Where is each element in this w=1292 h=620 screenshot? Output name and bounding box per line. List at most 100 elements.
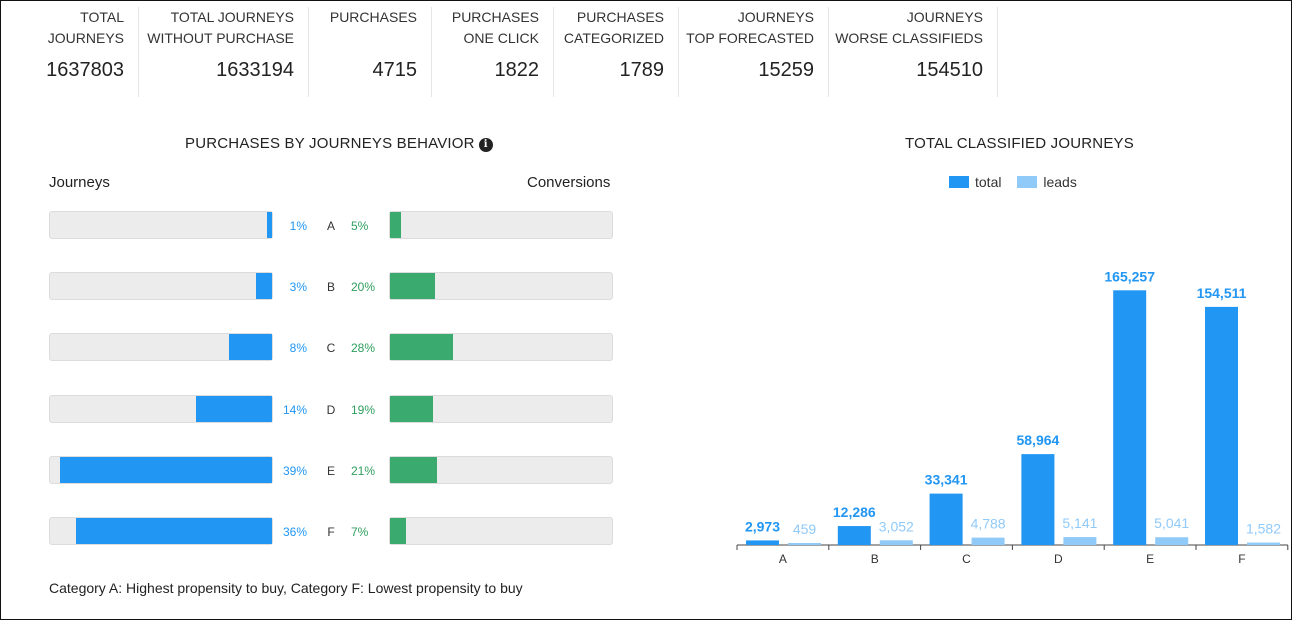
- bar-leads[interactable]: [879, 540, 913, 545]
- journeys-bar-fill: [76, 518, 272, 544]
- journeys-bar-track: [49, 517, 273, 545]
- legend-item-leads[interactable]: leads: [1017, 174, 1077, 190]
- data-label-total: 12,286: [833, 504, 876, 520]
- data-label-total: 154,511: [1197, 285, 1247, 301]
- kpi-label: PURCHASES ONE CLICK: [451, 9, 539, 46]
- behavior-title-text: PURCHASES BY JOURNEYS BEHAVIOR: [185, 135, 475, 152]
- conversions-column-header: Conversions: [527, 174, 611, 191]
- journeys-bar-fill: [266, 212, 272, 238]
- conversions-bar-track: [389, 272, 613, 301]
- conversions-bar-track: [389, 517, 613, 545]
- category-label: C: [326, 341, 336, 356]
- data-label-total: 2,973: [745, 518, 780, 534]
- journeys-bar-fill: [255, 273, 272, 300]
- data-label-total: 165,257: [1104, 268, 1155, 284]
- conversions-bar-fill: [390, 395, 433, 422]
- legend-label-total: total: [975, 174, 1002, 190]
- conversions-bar-track: [389, 455, 613, 484]
- kpi-value: 154510: [916, 59, 983, 81]
- legend-label-leads: leads: [1043, 174, 1077, 190]
- journeys-percent: 3%: [289, 280, 307, 295]
- data-label-leads: 459: [793, 521, 817, 537]
- data-label-leads: 5,141: [1062, 515, 1097, 531]
- journeys-bar-track: [49, 394, 273, 423]
- kpi-label: TOTAL JOURNEYS: [47, 9, 124, 46]
- journeys-bar-fill: [195, 395, 272, 422]
- kpi-value: 4715: [372, 59, 418, 81]
- conversions-bar-fill: [390, 456, 438, 483]
- bar-leads[interactable]: [971, 537, 1005, 545]
- chart-legend: total leads: [949, 174, 1077, 190]
- data-label-leads: 5,041: [1154, 515, 1189, 531]
- journeys-percent: 14%: [282, 402, 307, 417]
- journeys-bar-track: [49, 455, 273, 484]
- bar-leads[interactable]: [1247, 542, 1280, 545]
- kpi-card: PURCHASES ONE CLICK 1822: [432, 7, 554, 97]
- conversions-percent: 28%: [351, 341, 376, 356]
- conversions-percent: 7%: [351, 525, 369, 539]
- kpi-label: PURCHASES: [329, 9, 417, 25]
- conversions-percent: 20%: [351, 280, 376, 295]
- journeys-column-header: Journeys: [49, 174, 110, 191]
- conversions-bar-fill: [390, 334, 453, 361]
- kpi-card: PURCHASES CATEGORIZED 1789: [554, 7, 679, 97]
- conversions-bar-track: [389, 211, 613, 239]
- data-label-leads: 4,788: [971, 516, 1006, 532]
- bar-leads[interactable]: [788, 543, 821, 545]
- x-tick-label: A: [779, 552, 787, 566]
- kpi-label: JOURNEYS TOP FORECASTED: [686, 9, 814, 46]
- bar-total[interactable]: [929, 493, 963, 545]
- kpi-label: PURCHASES CATEGORIZED: [563, 9, 664, 46]
- bar-total[interactable]: [1205, 306, 1238, 545]
- kpi-label: JOURNEYS WORSE CLASSIFIEDS: [835, 9, 983, 46]
- journeys-percent: 8%: [289, 341, 307, 356]
- conversions-percent: 19%: [351, 402, 376, 417]
- conversions-percent: 5%: [351, 219, 369, 233]
- journeys-bar-fill: [59, 456, 272, 483]
- data-label-leads: 1,582: [1246, 521, 1281, 537]
- info-icon[interactable]: i: [478, 138, 493, 152]
- behavior-panel-title: PURCHASES BY JOURNEYS BEHAVIOR i: [185, 135, 493, 152]
- category-label: B: [326, 280, 335, 295]
- bar-total[interactable]: [746, 540, 779, 545]
- journeys-bar-track: [49, 272, 273, 301]
- data-label-total: 58,964: [1016, 432, 1059, 448]
- bar-total[interactable]: [1113, 290, 1147, 545]
- kpi-value: 1637803: [46, 59, 124, 81]
- kpi-value: 15259: [758, 59, 814, 81]
- bar-leads[interactable]: [1155, 537, 1189, 545]
- conversions-bar-fill: [390, 212, 402, 238]
- kpi-card: PURCHASES 4715: [309, 7, 432, 97]
- category-label: E: [326, 463, 335, 478]
- conversions-bar-fill: [390, 273, 435, 300]
- bar-leads[interactable]: [1063, 537, 1097, 545]
- data-label-leads: 3,052: [879, 518, 914, 534]
- journeys-bar-track: [49, 211, 273, 239]
- chart-title: TOTAL CLASSIFIED JOURNEYS: [905, 135, 1134, 152]
- kpi-value: 1633194: [216, 59, 294, 81]
- bar-total[interactable]: [1021, 454, 1055, 545]
- x-tick-label: B: [871, 552, 879, 566]
- legend-swatch-total: [949, 176, 969, 188]
- x-tick-label: E: [1146, 552, 1154, 566]
- journeys-bar-fill: [228, 334, 272, 361]
- kpi-card: JOURNEYS TOP FORECASTED 15259: [679, 7, 829, 97]
- category-label: D: [326, 402, 336, 417]
- data-label-total: 33,341: [925, 472, 968, 488]
- conversions-bar-track: [389, 333, 613, 362]
- kpi-card: JOURNEYS WORSE CLASSIFIEDS 154510: [829, 7, 998, 97]
- x-tick-label: D: [1054, 552, 1063, 566]
- bar-total[interactable]: [837, 526, 871, 545]
- journeys-bar-track: [49, 333, 273, 362]
- conversions-bar-fill: [390, 518, 406, 544]
- kpi-card: TOTAL JOURNEYS WITHOUT PURCHASE 1633194: [139, 7, 309, 97]
- x-tick-label: C: [962, 552, 971, 566]
- legend-swatch-leads: [1017, 176, 1038, 188]
- legend-item-total[interactable]: total: [949, 174, 1001, 190]
- journeys-percent: 36%: [282, 525, 307, 539]
- journeys-percent: 39%: [282, 463, 307, 478]
- kpi-value: 1822: [494, 59, 540, 81]
- kpi-label: TOTAL JOURNEYS WITHOUT PURCHASE: [147, 9, 294, 46]
